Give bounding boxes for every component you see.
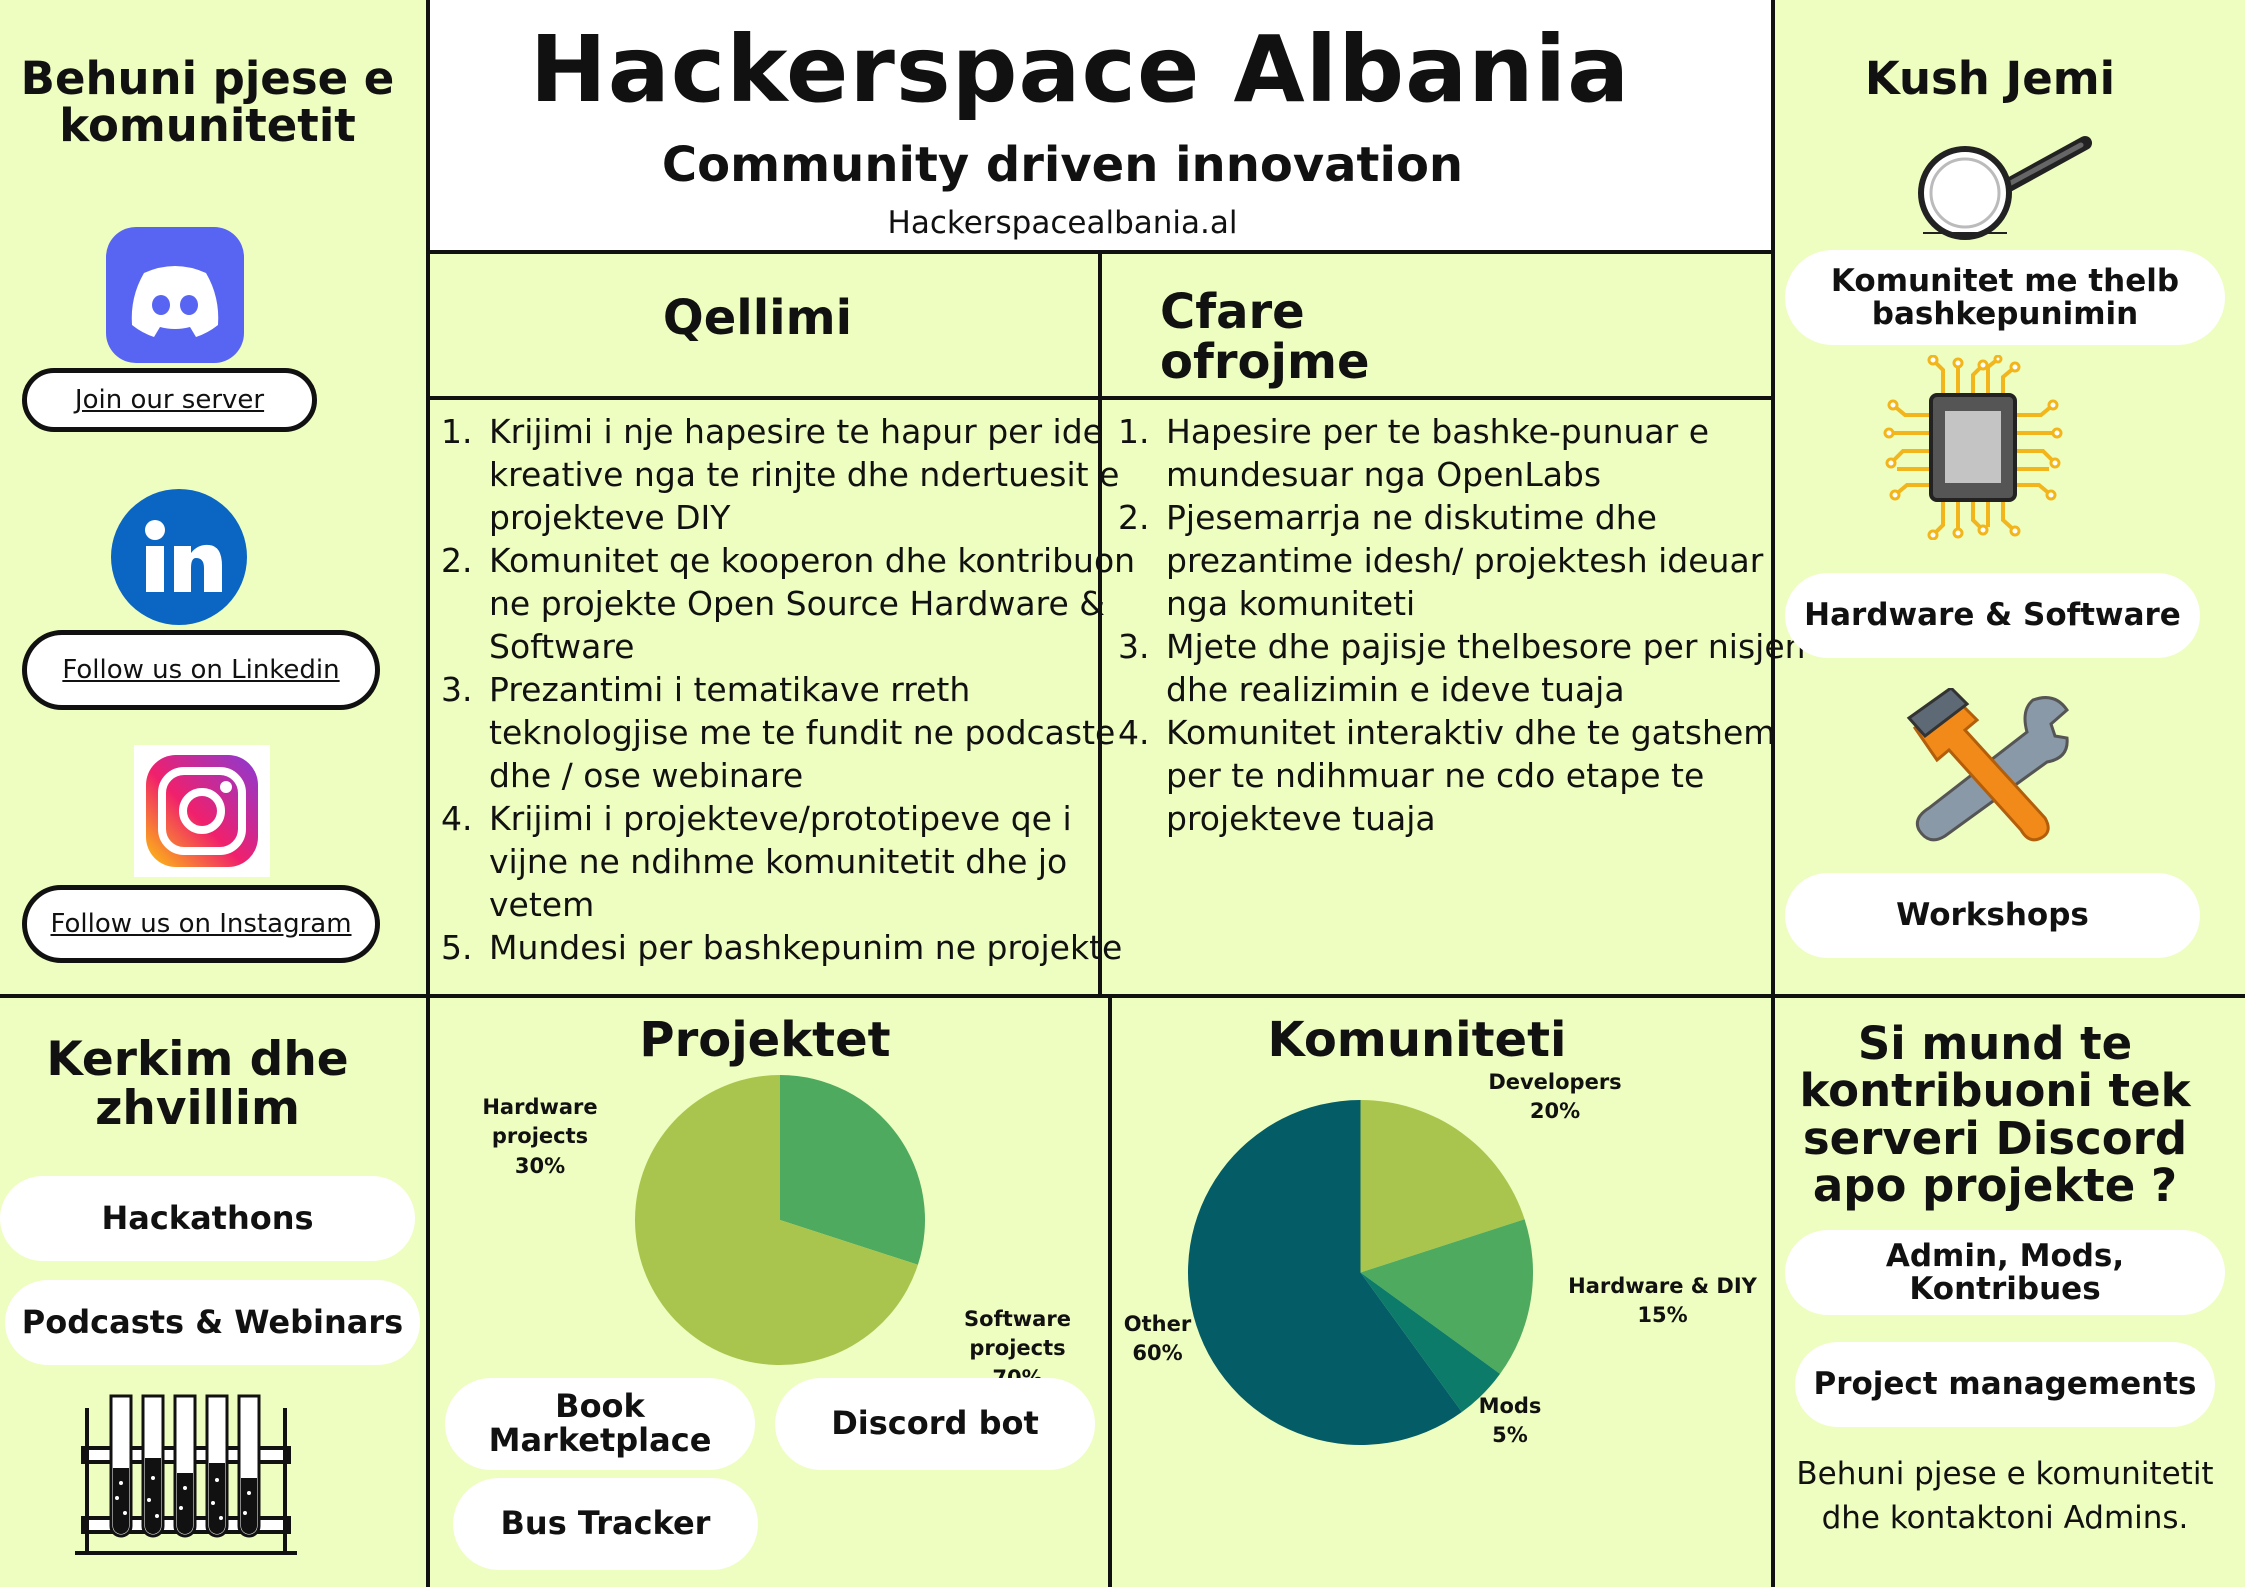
ofrojme-list: Hapesire per te bashke-punuar e mundesua… [1102, 410, 1820, 840]
kush-jemi-item: Komunitet me thelb bashkepunimin [1785, 250, 2225, 345]
other-label: Other [1123, 1312, 1192, 1336]
book-marketplace-pill: Book Marketplace [445, 1378, 755, 1470]
kush-jemi-item: Workshops [1785, 873, 2200, 958]
left-heading: Behuni pjese e komunitetit [20, 52, 395, 153]
ofrojme-heading: Cfare ofrojme [1160, 284, 1370, 391]
chart-label-software-projects: Software projects 70% [920, 1305, 1115, 1393]
kerkim-heading: Kerkim dhe zhvillim [46, 1032, 349, 1137]
join-server-button[interactable]: Join our server [22, 368, 317, 432]
linkedin-button[interactable]: Follow us on Linkedin [22, 630, 380, 710]
list-item: Krijimi i nje hapesire te hapur per ide … [483, 410, 1143, 539]
pie-slice-software-projects [635, 1075, 918, 1365]
divider-heading-top [428, 250, 1773, 254]
page-subtitle: Community driven innovation [661, 137, 1464, 193]
divider-right [1771, 0, 1775, 1587]
chart-label-other: Other 60% [1115, 1310, 1200, 1369]
komuniteti-heading: Komuniteti [1267, 1012, 1567, 1068]
pie-slice-developers [1360, 1100, 1525, 1273]
discord-icon [104, 225, 246, 365]
instagram-button[interactable]: Follow us on Instagram [22, 885, 380, 963]
qellimi-list: Krijimi i nje hapesire te hapur per ide … [425, 410, 1143, 969]
list-item: Komunitet qe kooperon dhe kontribuon ne … [483, 539, 1143, 668]
qellimi-heading: Qellimi [662, 290, 853, 346]
chip-icon [1883, 355, 2063, 540]
pie-slice-hardware-diy [1360, 1219, 1533, 1374]
hardware-diy-label: Hardware & DIY [1568, 1274, 1757, 1298]
project-managements-pill: Project managements [1795, 1342, 2215, 1427]
divider-heading-bottom [428, 396, 1773, 400]
hackathons-pill: Hackathons [0, 1176, 415, 1261]
list-item: Mundesi per bashkepunim ne projekte [483, 926, 1143, 969]
projektet-heading: Projektet [639, 1012, 891, 1068]
podcasts-pill: Podcasts & Webinars [5, 1280, 420, 1365]
divider-middle [1098, 252, 1102, 997]
bus-tracker-pill: Bus Tracker [453, 1478, 758, 1570]
other-value: 60% [1132, 1341, 1183, 1366]
chart-label-hardware-projects: Hardware projects 30% [440, 1093, 640, 1181]
admin-mods-pill: Admin, Mods, Kontribues [1785, 1230, 2225, 1315]
pie-slice-other [1188, 1100, 1462, 1445]
list-item: Prezantimi i tematikave rreth teknologji… [483, 668, 1143, 797]
instagram-icon [134, 745, 270, 877]
test-tubes-icon [75, 1388, 297, 1558]
developers-value: 20% [1529, 1099, 1581, 1124]
divider-horizontal-main [0, 994, 2245, 998]
kontribuo-heading: Si mund te kontribuoni tek serveri Disco… [1799, 1017, 2191, 1212]
hardware-diy-value: 15% [1637, 1303, 1688, 1328]
divider-lower-middle [1108, 995, 1112, 1587]
hardware-projects-label: Hardware projects [482, 1095, 598, 1149]
pie-slice-mods [1360, 1272, 1501, 1413]
hardware-projects-value: 30% [514, 1153, 566, 1178]
divider-left [426, 0, 430, 1587]
page-title: Hackerspace Albania [529, 16, 1631, 123]
chart-label-hardware-diy: Hardware & DIY 15% [1565, 1272, 1760, 1331]
komuniteti-pie-chart [1188, 1100, 1533, 1445]
website-link[interactable]: Hackerspacealbania.al [887, 205, 1238, 241]
kontribuo-note: Behuni pjese e komunitetit dhe kontakton… [1796, 1456, 2214, 1536]
linkedin-icon [110, 488, 248, 626]
kush-jemi-heading: Kush Jemi [1864, 52, 2116, 105]
list-item: Pjesemarrja ne diskutime dhe prezantime … [1160, 496, 1820, 625]
chart-label-mods: Mods 5% [1470, 1392, 1550, 1451]
software-projects-label: Software projects [964, 1307, 1071, 1361]
list-item: Mjete dhe pajisje thelbesore per nisjen … [1160, 625, 1820, 711]
list-item: Hapesire per te bashke-punuar e mundesua… [1160, 410, 1820, 496]
chart-label-developers: Developers 20% [1475, 1068, 1635, 1127]
projektet-pie-chart [635, 1075, 925, 1365]
list-item: Krijimi i projekteve/prototipeve qe i vi… [483, 797, 1143, 926]
kush-jemi-item: Hardware & Software [1785, 573, 2200, 658]
magnifier-icon [1895, 135, 2095, 240]
list-item: Komunitet interaktiv dhe te gatshem per … [1160, 711, 1820, 840]
tools-icon [1895, 688, 2075, 846]
title-box [430, 0, 1771, 250]
discord-bot-pill: Discord bot [775, 1378, 1095, 1470]
mods-value: 5% [1492, 1423, 1528, 1448]
developers-label: Developers [1488, 1070, 1622, 1094]
pie-slice-hardware-projects [780, 1075, 925, 1265]
mods-label: Mods [1478, 1394, 1542, 1418]
